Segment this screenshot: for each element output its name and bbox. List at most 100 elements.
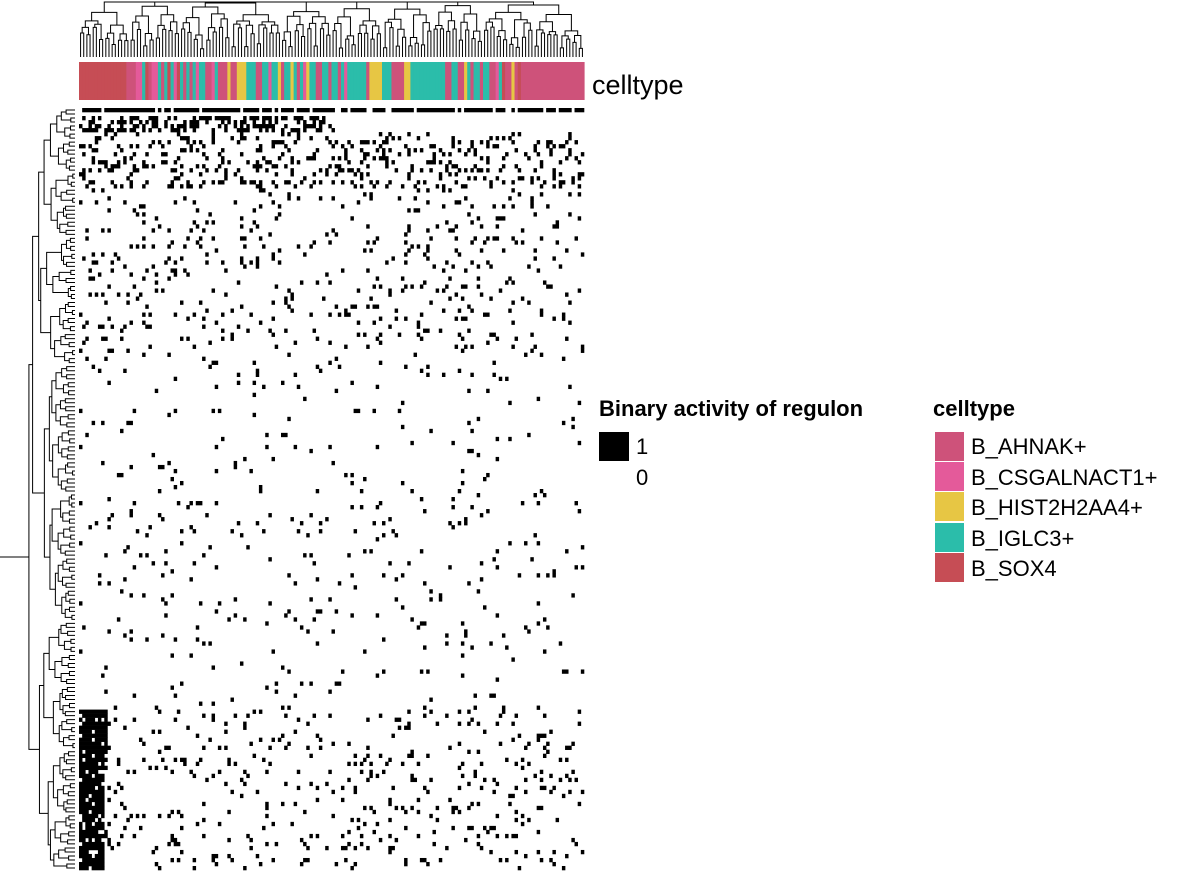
heatmap-cell xyxy=(236,372,241,377)
heatmap-cell xyxy=(104,300,108,305)
column-dendrogram-branch xyxy=(91,11,118,26)
heatmap-cell xyxy=(129,120,133,125)
heatmap-cell xyxy=(123,160,127,165)
heatmap-cell xyxy=(394,805,399,811)
heatmap-cell xyxy=(429,236,433,241)
heatmap-cell xyxy=(170,168,178,173)
heatmap-cell xyxy=(448,745,452,750)
heatmap-cell xyxy=(577,184,582,189)
annotation-cell xyxy=(211,62,216,100)
column-dendrogram-branch xyxy=(509,43,514,57)
heatmap-cell xyxy=(489,264,493,269)
row-dendrogram-branch xyxy=(49,524,56,590)
heatmap-cell xyxy=(391,136,395,141)
heatmap-cell xyxy=(239,132,244,137)
heatmap-cell xyxy=(565,292,569,297)
heatmap-cell xyxy=(435,224,440,229)
heatmap-cell xyxy=(407,172,411,177)
heatmap-cell xyxy=(476,721,481,726)
heatmap-cell xyxy=(284,781,288,787)
row-dendrogram-branch xyxy=(66,374,75,380)
heatmap-cell xyxy=(460,468,465,474)
heatmap-cell xyxy=(388,561,392,566)
heatmap-cell xyxy=(511,180,515,185)
heatmap-cell xyxy=(233,464,238,470)
heatmap-cell xyxy=(293,617,298,622)
heatmap-cell xyxy=(574,108,585,113)
row-dendrogram-branch xyxy=(71,502,75,508)
heatmap-cell xyxy=(110,845,115,851)
heatmap-cell xyxy=(322,116,326,121)
heatmap-cell xyxy=(192,116,197,121)
heatmap-cell xyxy=(404,144,408,149)
heatmap-cell xyxy=(363,805,367,811)
heatmap-cell xyxy=(189,228,193,233)
heatmap-cell xyxy=(186,316,190,321)
heatmap-cell xyxy=(255,789,260,795)
heatmap-cell xyxy=(577,509,582,514)
heatmap-cell xyxy=(82,817,96,823)
heatmap-cell xyxy=(299,521,304,526)
heatmap-cell xyxy=(281,108,294,113)
annotation-cell xyxy=(394,62,399,100)
heatmap-cell xyxy=(438,593,443,598)
heatmap-cell xyxy=(571,837,575,843)
heatmap-cell xyxy=(157,813,162,819)
heatmap-cell xyxy=(558,160,563,165)
heatmap-cell xyxy=(205,260,209,265)
heatmap-cell xyxy=(467,721,471,726)
heatmap-cell xyxy=(577,801,582,807)
heatmap-cell xyxy=(366,777,370,783)
heatmap-cell xyxy=(318,180,323,185)
heatmap-cell xyxy=(243,781,247,787)
heatmap-cell xyxy=(243,769,247,775)
heatmap-cell xyxy=(195,240,200,245)
heatmap-cell xyxy=(205,777,209,783)
heatmap-cell xyxy=(533,168,537,173)
heatmap-cell xyxy=(344,308,348,313)
heatmap-cell xyxy=(479,156,484,161)
heatmap-cell xyxy=(79,789,105,795)
heatmap-cell xyxy=(173,376,178,382)
heatmap-cell xyxy=(296,108,310,113)
heatmap-cell xyxy=(268,513,272,518)
heatmap-cell xyxy=(239,136,247,141)
heatmap-cell xyxy=(120,336,124,341)
heatmap-cell xyxy=(287,132,291,137)
heatmap-cell xyxy=(198,140,203,145)
heatmap-cell xyxy=(180,480,184,486)
heatmap-cell xyxy=(340,669,345,674)
column-dendrogram-branch xyxy=(545,13,572,31)
heatmap-cell xyxy=(79,601,83,606)
heatmap-cell xyxy=(397,332,402,337)
column-dendrogram-branch xyxy=(206,39,211,57)
heatmap-cell xyxy=(205,220,209,225)
heatmap-cell xyxy=(318,196,323,201)
row-dendrogram-branch xyxy=(68,751,75,757)
heatmap-cell xyxy=(129,593,133,598)
heatmap-cell xyxy=(331,629,335,634)
heatmap-cell xyxy=(571,593,575,598)
heatmap-cell xyxy=(375,276,380,281)
heatmap-cell xyxy=(217,821,222,827)
heatmap-cell xyxy=(161,517,165,522)
celltype-swatch-sox4 xyxy=(935,553,964,582)
heatmap-cell xyxy=(375,444,380,450)
heatmap-cell xyxy=(274,689,279,694)
heatmap-cell xyxy=(262,108,272,113)
heatmap-cell xyxy=(445,168,449,173)
heatmap-cell xyxy=(107,168,115,173)
heatmap-cell xyxy=(363,156,367,161)
heatmap-cell xyxy=(508,801,512,807)
heatmap-cell xyxy=(145,304,149,309)
heatmap-cell xyxy=(293,372,298,377)
heatmap-cell xyxy=(135,132,140,137)
heatmap-cell xyxy=(426,200,430,205)
annotation-cell xyxy=(110,62,115,100)
heatmap-cell xyxy=(290,168,294,173)
heatmap-cell xyxy=(350,505,354,510)
column-dendrogram-branch xyxy=(80,32,85,57)
column-dendrogram-branch xyxy=(195,34,203,49)
heatmap-cell xyxy=(359,761,364,767)
heatmap-cell xyxy=(82,108,102,113)
